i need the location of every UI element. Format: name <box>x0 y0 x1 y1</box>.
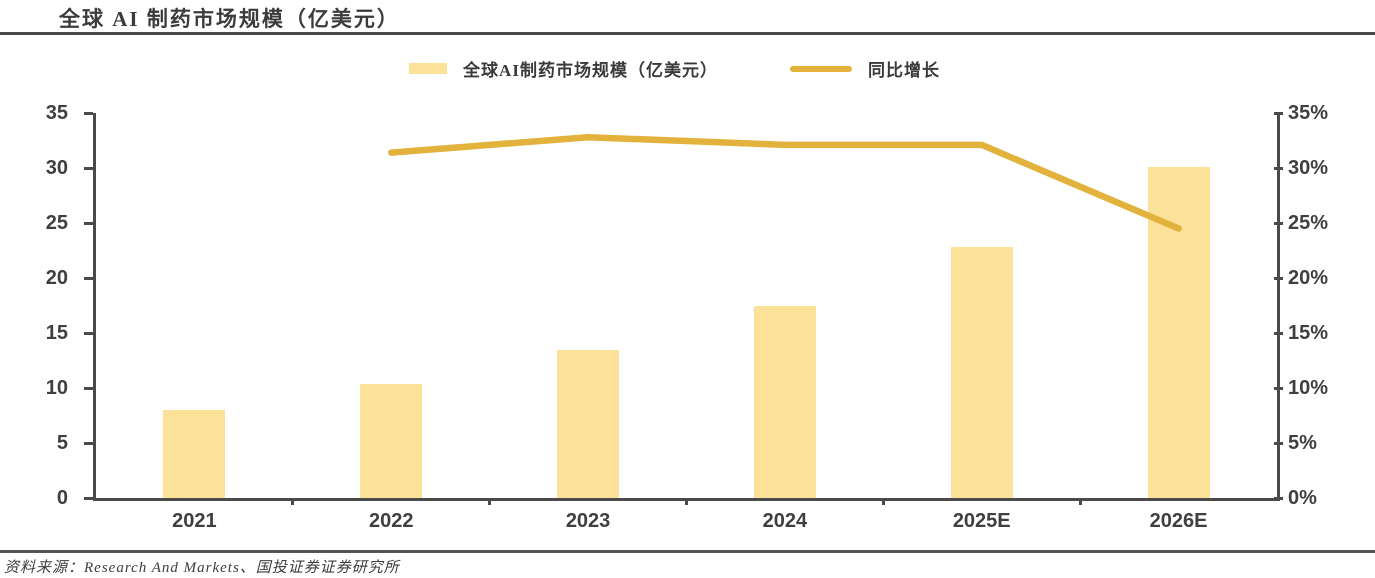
x-axis-label-2021: 2021 <box>172 510 217 532</box>
left-axis-label: 10 <box>45 377 68 399</box>
right-axis-label: 20% <box>1288 267 1329 289</box>
right-axis-tick <box>1274 111 1283 115</box>
right-axis-label: 25% <box>1288 212 1329 234</box>
right-axis-label: 15% <box>1288 322 1329 344</box>
right-axis-label: 0% <box>1288 487 1317 509</box>
x-axis-label-2025E: 2025E <box>952 510 1011 532</box>
chart-legend: 全球AI制药市场规模（亿美元） 同比增长 <box>0 56 1375 81</box>
bar-series-label: 全球AI制药市场规模（亿美元） <box>463 61 718 80</box>
x-axis-label-2023: 2023 <box>565 510 611 532</box>
right-axis-label: 5% <box>1288 432 1317 454</box>
growth-line-layer <box>388 133 1182 232</box>
left-axis-tick <box>84 441 93 445</box>
line-series-swatch <box>789 65 852 72</box>
yoy-growth-line <box>388 133 1182 232</box>
x-axis-tick <box>685 498 688 505</box>
title-underline-rule <box>0 32 1375 35</box>
left-axis-tick <box>84 386 93 390</box>
bar-2023 <box>557 349 620 498</box>
right-axis-tick <box>1274 441 1283 445</box>
line-series-label: 同比增长 <box>867 61 940 80</box>
legend-item-yoy-growth: 同比增长 <box>789 56 940 81</box>
x-axis-label-2022: 2022 <box>368 510 414 532</box>
right-axis-tick <box>1274 386 1283 390</box>
right-axis-tick <box>1274 221 1283 225</box>
left-axis-tick <box>84 496 93 500</box>
chart-title: 全球 AI 制药市场规模（亿美元） <box>59 7 400 31</box>
x-axis-tick <box>1078 498 1082 505</box>
legend-item-market-size: 全球AI制药市场规模（亿美元） <box>409 56 718 81</box>
x-axis-tick <box>881 498 885 505</box>
bar-2021 <box>163 410 226 498</box>
bar-2024 <box>753 305 816 498</box>
right-axis-label: 35% <box>1288 102 1329 124</box>
left-axis-label: 5 <box>56 432 68 454</box>
bar-2022 <box>360 383 423 498</box>
plot-area: 0 0% 5 5% 10 10% 15 15% 20 20% 25 25% 30 30% 35 35% 2021… <box>46 102 1328 532</box>
right-axis-tick <box>1274 496 1283 500</box>
x-axis-label-2024: 2024 <box>762 510 808 532</box>
left-axis-label: 15 <box>45 322 68 344</box>
left-axis-label: 20 <box>45 267 68 289</box>
bar-series-swatch <box>409 63 448 74</box>
left-axis-tick <box>84 221 93 225</box>
left-axis-tick <box>84 331 93 335</box>
right-axis-label: 30% <box>1288 157 1329 179</box>
footer-rule <box>0 550 1375 553</box>
right-axis-tick <box>1274 276 1283 280</box>
right-axis-tick <box>1274 166 1283 170</box>
left-axis-tick <box>84 111 93 115</box>
source-note: 资料来源：Research And Markets、国投证券证券研究所 <box>4 560 400 576</box>
right-axis-label: 10% <box>1288 377 1329 399</box>
left-axis-tick <box>84 276 93 280</box>
left-axis-label: 25 <box>45 212 68 234</box>
right-axis-tick <box>1274 331 1283 335</box>
left-axis-label: 30 <box>45 157 68 179</box>
x-axis-tick <box>291 498 295 505</box>
x-axis-tick <box>488 498 492 505</box>
left-axis-label: 35 <box>45 102 68 124</box>
left-axis-tick <box>84 166 93 170</box>
bar-2025E <box>950 247 1013 498</box>
left-axis-label: 0 <box>56 487 68 509</box>
x-axis-label-2026E: 2026E <box>1149 510 1208 532</box>
